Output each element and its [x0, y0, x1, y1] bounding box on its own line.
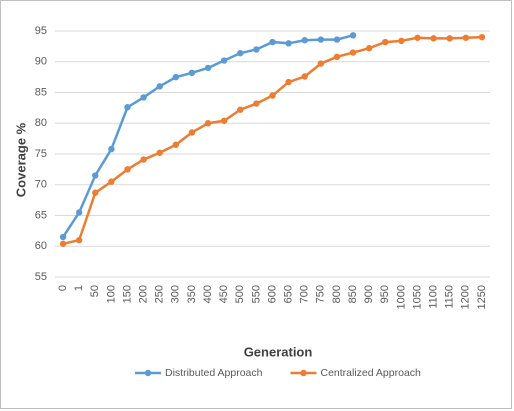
data-point — [301, 73, 308, 80]
x-tick-label: 200 — [138, 285, 150, 303]
x-tick-label: 150 — [121, 285, 133, 303]
data-point — [446, 35, 453, 42]
x-axis-label: Generation — [244, 344, 313, 359]
data-point — [349, 49, 357, 56]
data-point — [108, 178, 115, 185]
x-tick-label: 1 — [73, 285, 85, 291]
data-point — [301, 37, 308, 44]
data-point — [382, 38, 389, 46]
x-tick-label: 400 — [202, 285, 214, 303]
legend-marker — [144, 369, 152, 377]
y-tick-label: 70 — [35, 179, 47, 191]
y-tick-label: 75 — [35, 148, 47, 160]
data-point — [237, 49, 244, 57]
data-point — [188, 69, 196, 77]
data-point — [204, 64, 212, 72]
data-point — [398, 37, 405, 45]
data-point — [140, 156, 147, 163]
x-tick-label: 450 — [218, 285, 230, 303]
y-tick-label: 85 — [35, 86, 47, 98]
data-point — [220, 57, 228, 64]
x-tick-label: 650 — [283, 285, 295, 303]
legend-marker — [300, 369, 307, 377]
data-point — [333, 53, 341, 61]
data-point — [204, 120, 212, 127]
legend-label: Distributed Approach — [165, 367, 263, 379]
data-point — [75, 236, 83, 244]
data-point — [349, 32, 357, 39]
data-point — [285, 40, 292, 47]
x-tick-label: 600 — [266, 285, 278, 303]
data-point — [317, 36, 325, 43]
x-tick-label: 0 — [57, 285, 69, 291]
data-point — [462, 34, 470, 41]
y-tick-label: 90 — [35, 56, 47, 68]
x-tick-label: 850 — [347, 285, 359, 303]
x-tick-label: 700 — [299, 285, 311, 303]
y-tick-label: 55 — [35, 271, 47, 283]
x-tick-label: 300 — [170, 285, 182, 303]
x-tick-label: 100 — [105, 285, 117, 303]
data-point — [333, 36, 341, 43]
data-point — [253, 100, 260, 107]
y-tick-label: 95 — [35, 25, 47, 37]
x-tick-label: 500 — [234, 285, 246, 303]
data-point — [478, 33, 486, 41]
data-point — [75, 209, 83, 216]
data-point — [124, 104, 131, 111]
data-point — [59, 233, 67, 241]
data-point — [285, 78, 292, 86]
x-tick-label: 900 — [363, 285, 375, 303]
data-point — [414, 34, 421, 41]
legend-label: Centralized Approach — [320, 367, 421, 379]
data-point — [172, 73, 180, 81]
x-tick-label: 350 — [186, 285, 198, 303]
x-tick-label: 750 — [315, 285, 327, 303]
y-axis-label: Coverage % — [13, 122, 28, 197]
data-point — [156, 83, 163, 90]
x-tick-label: 550 — [250, 285, 262, 303]
y-tick-label: 65 — [35, 209, 47, 221]
x-tick-label: 250 — [154, 285, 166, 303]
data-point — [365, 45, 373, 52]
data-point — [317, 60, 325, 67]
data-point — [269, 38, 276, 46]
data-point — [253, 46, 260, 53]
data-point — [124, 166, 131, 173]
data-point — [430, 35, 437, 42]
x-tick-label: 1200 — [460, 285, 472, 309]
data-point — [92, 172, 99, 179]
x-tick-label: 1000 — [395, 285, 407, 309]
data-point — [220, 117, 228, 124]
x-tick-label: 950 — [379, 285, 391, 303]
x-tick-label: 1150 — [444, 285, 456, 309]
x-tick-label: 1250 — [476, 285, 488, 309]
x-tick-label: 50 — [89, 285, 101, 297]
y-tick-label: 60 — [35, 240, 47, 252]
data-point — [92, 189, 99, 196]
data-point — [269, 92, 276, 99]
data-point — [59, 240, 67, 247]
y-tick-label: 80 — [35, 117, 47, 129]
data-point — [108, 145, 115, 153]
x-tick-label: 1050 — [411, 285, 423, 309]
x-tick-label: 1100 — [428, 285, 440, 309]
data-point — [188, 129, 196, 136]
data-point — [156, 149, 163, 156]
data-point — [237, 106, 244, 113]
x-tick-label: 800 — [331, 285, 343, 303]
data-point — [140, 94, 147, 101]
data-point — [172, 141, 180, 148]
